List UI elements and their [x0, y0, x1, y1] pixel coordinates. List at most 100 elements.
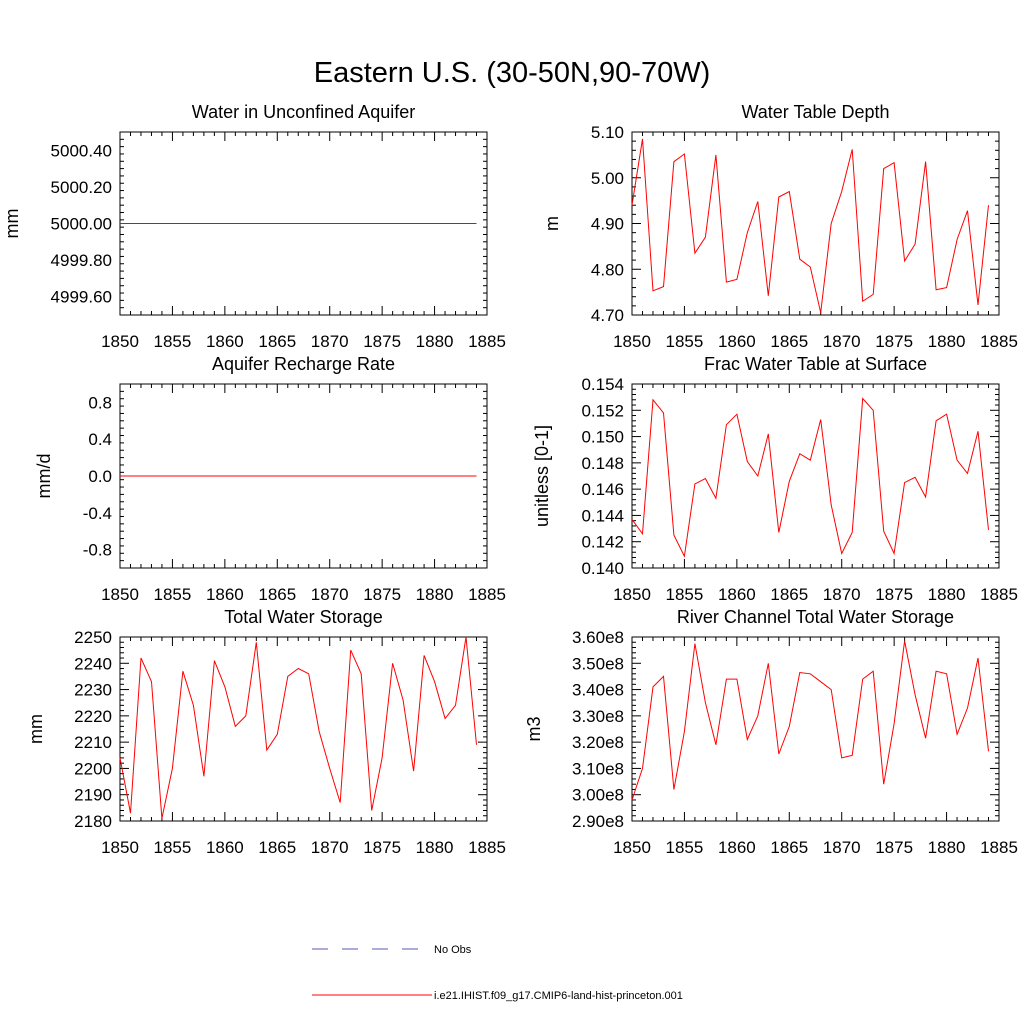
y-tick-label: 5.10	[591, 123, 624, 142]
x-tick-label: 1870	[823, 838, 861, 857]
x-tick-label: 1880	[928, 838, 966, 857]
y-tick-label: 0.144	[581, 506, 624, 525]
x-tick-label: 1850	[613, 838, 651, 857]
y-axis-label: mm	[2, 209, 22, 239]
figure-title: Eastern U.S. (30-50N,90-70W)	[314, 57, 710, 89]
y-tick-label: 4999.80	[51, 251, 112, 270]
y-tick-label: -0.4	[83, 504, 112, 523]
plot-frame	[631, 383, 1000, 569]
x-tick-label: 1850	[613, 332, 651, 351]
series-line	[631, 640, 989, 801]
x-tick-label: 1865	[258, 838, 296, 857]
x-tick-label: 1870	[823, 585, 861, 604]
x-tick-label: 1875	[875, 332, 913, 351]
x-tick-label: 1860	[206, 585, 244, 604]
x-tick-label: 1860	[718, 838, 756, 857]
x-tick-label: 1880	[928, 585, 966, 604]
y-tick-label: 2190	[74, 786, 112, 805]
y-axis-label: m3	[524, 716, 544, 741]
x-tick-label: 1875	[363, 332, 401, 351]
x-tick-label: 1865	[770, 838, 808, 857]
y-tick-label: 4999.60	[51, 288, 112, 307]
x-tick-label: 1875	[363, 585, 401, 604]
y-tick-label: 5.00	[591, 169, 624, 188]
y-tick-label: 2250	[74, 628, 112, 647]
y-tick-label: 0.152	[581, 401, 624, 420]
x-tick-label: 1880	[416, 585, 454, 604]
y-tick-label: 0.150	[581, 428, 624, 447]
y-tick-label: 2200	[74, 759, 112, 778]
series-line	[631, 138, 989, 313]
x-tick-label: 1865	[770, 332, 808, 351]
x-tick-label: 1860	[206, 838, 244, 857]
x-tick-label: 1855	[666, 838, 704, 857]
panel-title: Frac Water Table at Surface	[704, 354, 927, 374]
x-tick-label: 1870	[311, 585, 349, 604]
plot-frame	[631, 131, 1000, 316]
series-line	[631, 397, 989, 558]
y-tick-label: 2180	[74, 812, 112, 831]
x-tick-label: 1855	[154, 585, 192, 604]
x-tick-label: 1885	[468, 838, 506, 857]
x-tick-label: 1865	[258, 585, 296, 604]
panel-title: Water in Unconfined Aquifer	[192, 102, 415, 122]
y-tick-label: 2240	[74, 654, 112, 673]
x-tick-label: 1885	[980, 585, 1018, 604]
x-tick-label: 1860	[206, 332, 244, 351]
plot-frame	[119, 636, 488, 822]
y-axis-label: unitless [0-1]	[532, 425, 552, 527]
y-tick-label: 0.154	[581, 375, 624, 394]
x-tick-label: 1855	[154, 838, 192, 857]
x-tick-label: 1885	[468, 585, 506, 604]
y-tick-label: 0.8	[88, 393, 112, 412]
chart-panel-3: Aquifer Recharge Rate mm/d 1850 1855 1860 186…	[34, 354, 506, 604]
y-tick-label: 0.4	[88, 430, 112, 449]
x-tick-label: 1870	[823, 332, 861, 351]
y-tick-label: 4.70	[591, 306, 624, 325]
x-tick-label: 1850	[613, 585, 651, 604]
x-tick-label: 1860	[718, 332, 756, 351]
x-tick-label: 1875	[363, 838, 401, 857]
x-tick-label: 1850	[101, 332, 139, 351]
y-axis-label: mm/d	[34, 454, 54, 499]
x-tick-label: 1875	[875, 585, 913, 604]
y-tick-label: 4.90	[591, 215, 624, 234]
y-tick-label: 3.00e8	[572, 786, 624, 805]
chart-panel-4: Frac Water Table at Surface unitless [0-1…	[532, 354, 1018, 604]
x-tick-label: 1885	[980, 838, 1018, 857]
y-tick-label: 3.50e8	[572, 654, 624, 673]
y-tick-label: 0.148	[581, 454, 624, 473]
x-tick-label: 1855	[154, 332, 192, 351]
x-tick-label: 1885	[468, 332, 506, 351]
x-tick-label: 1855	[666, 585, 704, 604]
y-tick-label: 3.30e8	[572, 707, 624, 726]
y-axis-label: m	[542, 216, 562, 231]
y-tick-label: 2210	[74, 733, 112, 752]
chart-panel-6: River Channel Total Water Storage m3 1850 1…	[524, 607, 1018, 857]
y-tick-label: 5000.40	[51, 141, 112, 160]
x-tick-label: 1880	[416, 838, 454, 857]
legend: No Obs i.e21.IHIST.f09_g17.CMIP6-land-hi…	[312, 944, 683, 1002]
x-tick-label: 1860	[718, 585, 756, 604]
x-tick-label: 1865	[258, 332, 296, 351]
panel-title: Water Table Depth	[741, 102, 889, 122]
x-tick-label: 1885	[980, 332, 1018, 351]
x-tick-label: 1855	[666, 332, 704, 351]
y-tick-label: 4.80	[591, 260, 624, 279]
chart-panel-1: Water in Unconfined Aquifer mm 1850 1855 186…	[2, 102, 506, 351]
legend-label-no-obs: No Obs	[434, 944, 472, 956]
y-tick-label: 0.142	[581, 533, 624, 552]
series-line	[119, 636, 477, 819]
x-tick-label: 1880	[928, 332, 966, 351]
y-tick-label: 2220	[74, 707, 112, 726]
y-tick-label: 3.60e8	[572, 628, 624, 647]
y-tick-label: 5000.20	[51, 178, 112, 197]
x-tick-label: 1870	[311, 332, 349, 351]
chart-panel-2: Water Table Depth m 1850 1855 1860 1865 1870 18…	[542, 102, 1018, 351]
panels: Water in Unconfined Aquifer mm 1850 1855 186…	[2, 102, 1018, 857]
x-tick-label: 1880	[416, 332, 454, 351]
y-tick-label: 5000.00	[51, 215, 112, 234]
legend-label-model: i.e21.IHIST.f09_g17.CMIP6-land-hist-prin…	[434, 990, 683, 1002]
plot-frame	[631, 636, 1000, 822]
